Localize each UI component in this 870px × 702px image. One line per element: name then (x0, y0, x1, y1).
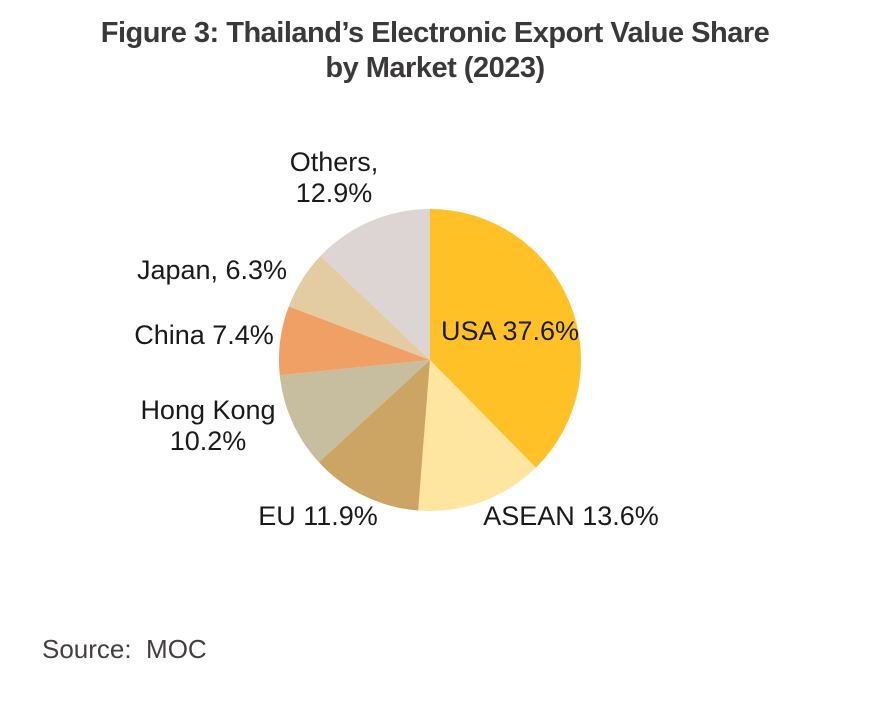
pie-label-others-line1: Others, (289, 147, 379, 177)
pie-label-hong-kong: Hong Kong 10.2% (108, 395, 308, 457)
pie-label-others-line2: 12.9% (295, 178, 373, 208)
pie-label-eu: EU 11.9% (258, 501, 378, 531)
source-note: Source: MOC (42, 634, 207, 664)
chart-title: Figure 3: Thailand’s Electronic Export V… (0, 16, 870, 86)
chart-title-line2: by Market (2023) (325, 52, 545, 84)
pie-label-japan: Japan, 6.3% (136, 255, 288, 285)
pie-slice-eu (318, 360, 430, 511)
chart-title-line1: Figure 3: Thailand’s Electronic Export V… (100, 17, 770, 49)
pie-chart (279, 209, 581, 511)
pie-slice-usa (430, 209, 581, 468)
pie-slice-hong-kong (279, 360, 430, 463)
pie-slice-japan (288, 256, 430, 360)
pie-label-china: China 7.4% (134, 320, 274, 350)
pie-slice-china (279, 306, 430, 376)
pie-slice-asean (418, 360, 536, 511)
pie-label-hong-kong-line1: Hong Kong (140, 395, 276, 425)
pie-slice-others (320, 209, 430, 360)
pie-label-asean: ASEAN 13.6% (483, 501, 659, 531)
pie-label-usa: USA 37.6% (440, 316, 580, 346)
pie-label-others: Others, 12.9% (254, 147, 414, 209)
pie-label-hong-kong-line2: 10.2% (169, 426, 247, 456)
